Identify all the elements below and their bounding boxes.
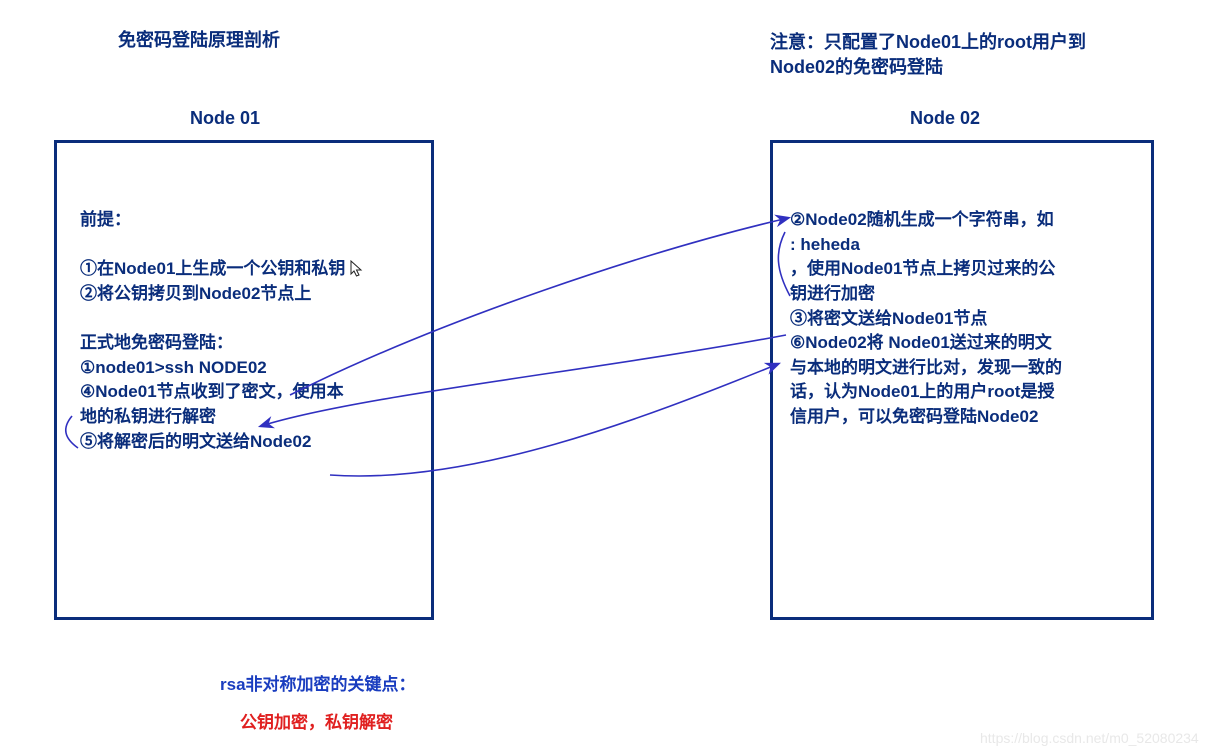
diagram-title: 免密码登陆原理剖析 bbox=[118, 26, 280, 52]
footer-summary: 公钥加密，私钥解密 bbox=[240, 708, 393, 733]
note-line-2: Node02的免密码登陆 bbox=[770, 57, 943, 77]
node02-content: ②Node02随机生成一个字符串，如: heheda，使用Node01节点上拷贝… bbox=[790, 208, 1062, 430]
diagram-note: 注意：只配置了Node01上的root用户到 Node02的免密码登陆 bbox=[770, 30, 1086, 80]
cursor-icon bbox=[350, 260, 364, 278]
node02-label: Node 02 bbox=[910, 108, 980, 129]
footer-key-point: rsa非对称加密的关键点： bbox=[220, 670, 416, 695]
node01-label: Node 01 bbox=[190, 108, 260, 129]
note-line-1: 注意：只配置了Node01上的root用户到 bbox=[770, 32, 1086, 52]
node01-content: 前提： ①在Node01上生成一个公钥和私钥②将公钥拷贝到Node02节点上 正… bbox=[80, 208, 345, 454]
watermark: https://blog.csdn.net/m0_52080234 bbox=[980, 730, 1199, 746]
